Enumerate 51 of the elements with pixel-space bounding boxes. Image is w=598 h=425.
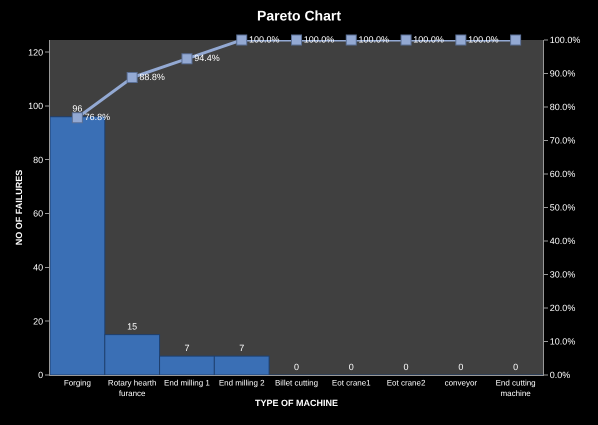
x-tick-label: End milling 2 (218, 378, 266, 388)
data-label: 15 (127, 322, 138, 332)
x-tick-label: Rotary hearth furance (108, 378, 156, 398)
point (181, 53, 192, 64)
x-axis-title: TYPE OF MACHINE (254, 398, 338, 408)
y2-tick-label: 60.0% (550, 169, 576, 180)
data-label: 0 (404, 362, 409, 372)
y2-tick-label: 90.0% (550, 68, 576, 79)
y-tick-label: 60 (33, 208, 44, 219)
x-tick-label: End milling 1 (164, 378, 210, 388)
y-tick-label: 40 (33, 262, 44, 273)
point (236, 34, 248, 46)
y2-tick-label: 70.0% (550, 136, 576, 146)
chart-title: Pareto Chart (256, 7, 342, 24)
data-label: 0 (294, 362, 300, 372)
point (510, 34, 522, 46)
x-tick-label: End cutting machine (496, 378, 536, 398)
y2-tick-label: 30.0% (550, 270, 576, 280)
x-tick-label: Eot crane1 (332, 378, 372, 388)
y2-tick-label: 100.0% (550, 35, 580, 46)
point (400, 34, 412, 46)
y-tick-label: 0 (38, 370, 44, 380)
y2-tick-label: 40.0% (550, 236, 576, 246)
point (126, 72, 138, 84)
y-tick-label: 80 (33, 154, 44, 165)
data-label: 7 (239, 343, 244, 354)
point (455, 34, 466, 46)
y2-tick-label: 80.0% (550, 102, 576, 112)
data-label: 88.8% (139, 72, 165, 82)
data-label: 7 (184, 343, 190, 354)
x-tick-label: conveyor (444, 378, 478, 388)
y2-tick-label: 10.0% (550, 336, 576, 347)
y2-tick-label: 50.0% (550, 202, 576, 213)
y-tick-label: 100 (28, 101, 44, 112)
x-tick-label: Forging (64, 378, 91, 388)
y2-tick-label: 0.0% (550, 370, 570, 380)
y-tick-label: 20 (33, 316, 44, 326)
y-axis-title: NO OF FAILURES (14, 170, 24, 246)
data-label: 0 (513, 362, 518, 372)
data-label: 96 (72, 104, 82, 114)
point (291, 34, 302, 46)
data-label: 76.8% (84, 112, 110, 122)
point (346, 34, 357, 46)
data-label: 94.4% (194, 53, 220, 64)
y2-tick-label: 20.0% (550, 303, 576, 314)
x-tick-label: Billet cutting (274, 378, 318, 388)
point (72, 112, 83, 124)
data-label: 0 (458, 362, 464, 372)
data-label: 0 (348, 362, 354, 372)
y-tick-label: 120 (28, 47, 44, 58)
x-tick-label: Eot crane2 (386, 378, 426, 388)
